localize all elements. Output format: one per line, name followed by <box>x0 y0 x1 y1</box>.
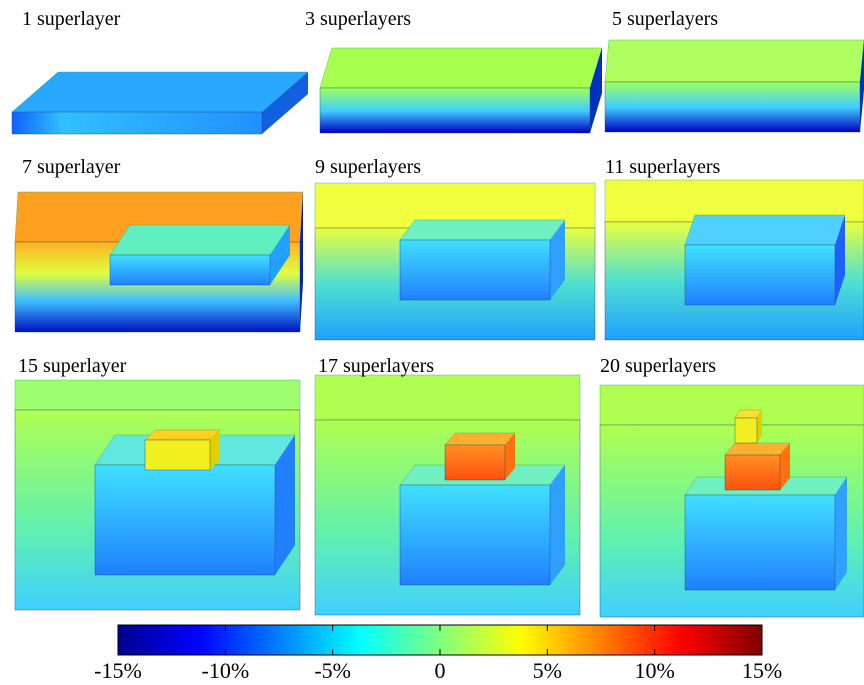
box-front <box>12 112 262 134</box>
box-front <box>145 440 210 470</box>
box-front <box>725 455 780 490</box>
box-front <box>320 88 590 133</box>
voxel-renderings <box>12 40 864 617</box>
box-side <box>835 477 847 590</box>
box-top <box>12 72 308 112</box>
box-top <box>15 380 300 410</box>
panel-title: 7 superlayer <box>22 156 121 178</box>
colorbar-tick-label: 5% <box>533 658 562 683</box>
box-top <box>605 40 864 82</box>
panel-title: 15 superlayer <box>18 355 127 377</box>
box-top <box>725 443 790 455</box>
box-top <box>400 220 565 240</box>
box-top <box>320 48 602 88</box>
panel-title: 11 superlayers <box>605 156 721 178</box>
box-front <box>685 495 835 590</box>
colorbar-tick-label: 10% <box>635 658 675 683</box>
box-top <box>110 225 290 255</box>
box-front <box>685 245 835 305</box>
colorbar-tick-label: -5% <box>314 658 351 683</box>
panel-title: 20 superlayers <box>600 355 716 377</box>
box-front <box>110 255 270 285</box>
box-top <box>145 430 220 440</box>
box-front <box>400 240 550 300</box>
box-side <box>550 465 565 585</box>
box-top <box>600 385 864 425</box>
box-front <box>445 445 505 480</box>
colorbar-tick-label: -10% <box>202 658 250 683</box>
panel-title: 9 superlayers <box>315 156 421 178</box>
colorbar-tick-label: -15% <box>94 658 142 683</box>
panel-title: 17 superlayers <box>318 355 434 377</box>
panel-title: 3 superlayers <box>305 8 411 30</box>
panel-title: 1 superlayer <box>22 8 121 30</box>
box-top <box>445 433 515 445</box>
box-front <box>605 82 860 132</box>
colorbar-tick-label: 0 <box>435 658 446 683</box>
box-front <box>95 465 275 575</box>
box-front <box>400 485 550 585</box>
panel-title: 5 superlayers <box>612 8 718 30</box>
box-top <box>685 215 845 245</box>
box-top <box>315 375 580 420</box>
colorbar-tick-label: 15% <box>742 658 782 683</box>
box-front <box>735 418 757 443</box>
figure: 1 superlayer 3 superlayers 5 superlayers 7 … <box>0 0 864 685</box>
colorbar: -15% -10% -5% 0 5% 10% 15% <box>94 625 782 683</box>
